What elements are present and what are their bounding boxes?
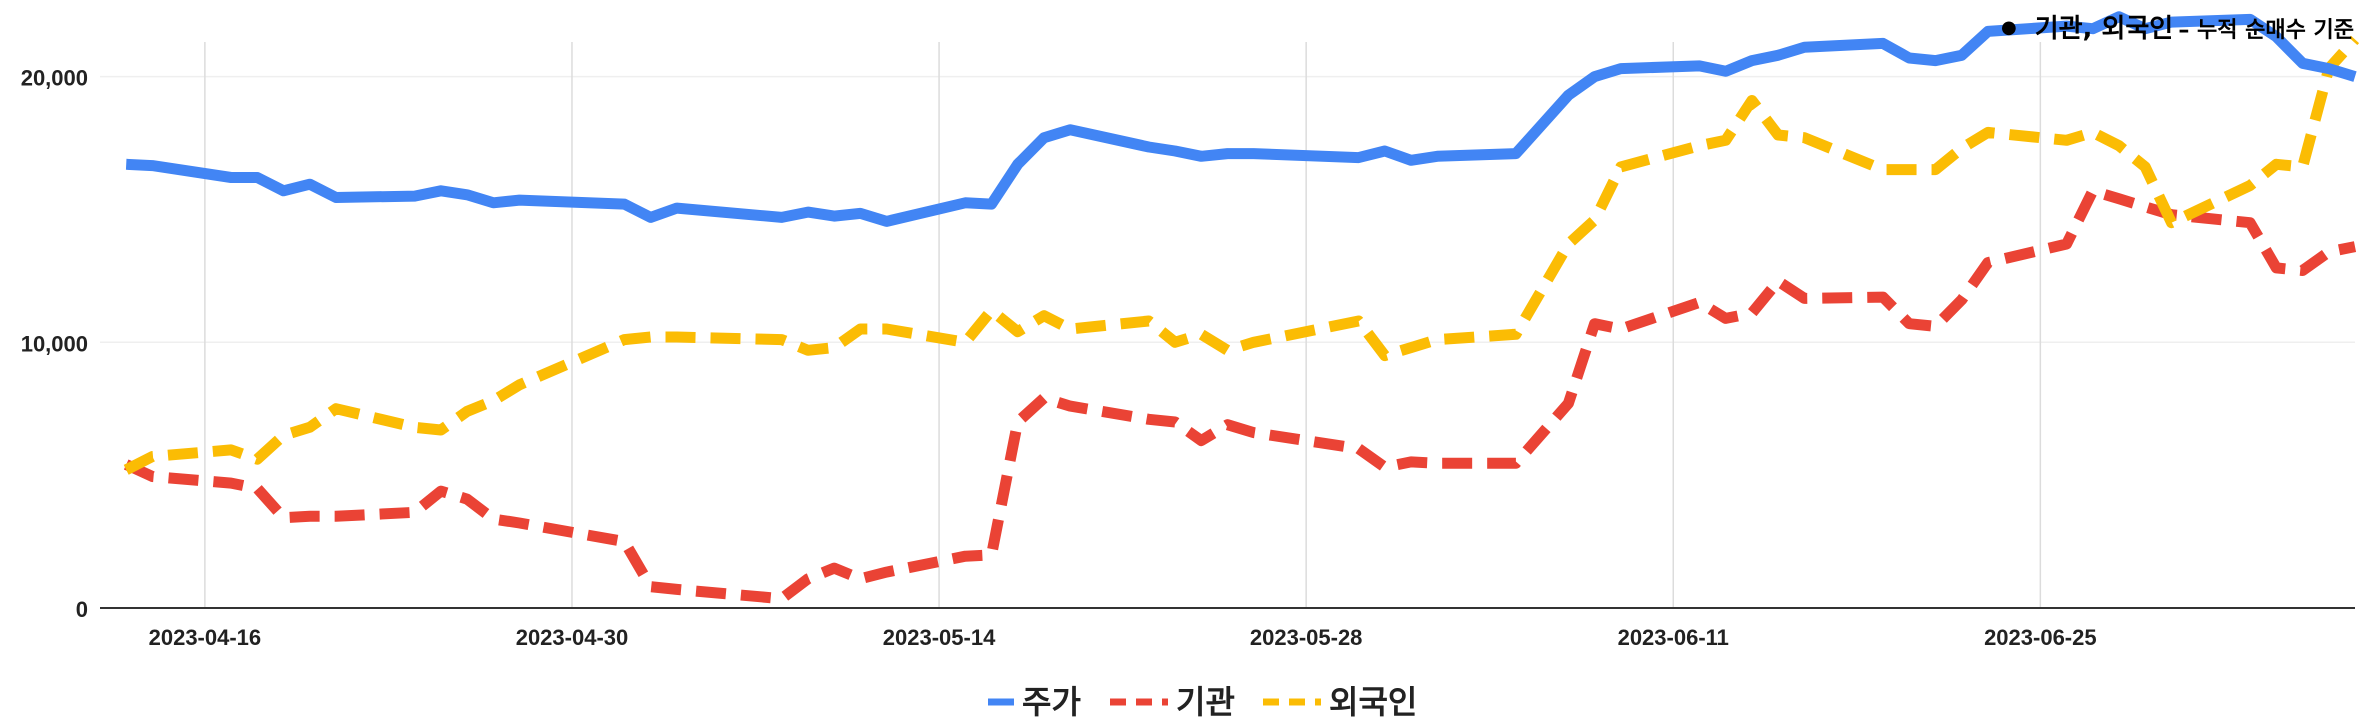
series-line-foreigner xyxy=(123,35,2360,475)
y-tick-label: 20,000 xyxy=(21,66,88,91)
x-tick-label: 2023-06-11 xyxy=(1618,625,1729,650)
gridlines xyxy=(100,42,2355,608)
legend-label: 기관 xyxy=(1176,683,1235,721)
x-tick-label: 2023-05-14 xyxy=(883,625,996,650)
legend-label: 주가 xyxy=(1022,683,1081,721)
legend: 주가 기관 외국인 xyxy=(988,683,1417,721)
x-tick-label: 2023-05-28 xyxy=(1250,625,1363,650)
y-tick-label: 0 xyxy=(76,597,88,622)
legend-label: 외국인 xyxy=(1329,683,1417,721)
series-lines xyxy=(123,11,2360,605)
x-tick-label: 2023-06-25 xyxy=(1984,625,2097,650)
annotation-main: 기관, 외국인 xyxy=(2034,14,2174,44)
axes: 2023-04-16 2023-04-30 2023-05-14 2023-05-28… xyxy=(21,66,2355,650)
annotation: ● 기관, 외국인 – 누적 순매수 기준 xyxy=(2001,8,2354,45)
x-tick-label: 2023-04-30 xyxy=(516,625,629,650)
x-tick-label: 2023-04-16 xyxy=(149,625,262,650)
bullet-icon: ● xyxy=(2000,17,2017,38)
series-line-stock-price xyxy=(125,11,2357,227)
series-line-institution xyxy=(123,185,2357,605)
y-tick-label: 10,000 xyxy=(21,331,88,356)
annotation-sub: – 누적 순매수 기준 xyxy=(2178,18,2354,43)
